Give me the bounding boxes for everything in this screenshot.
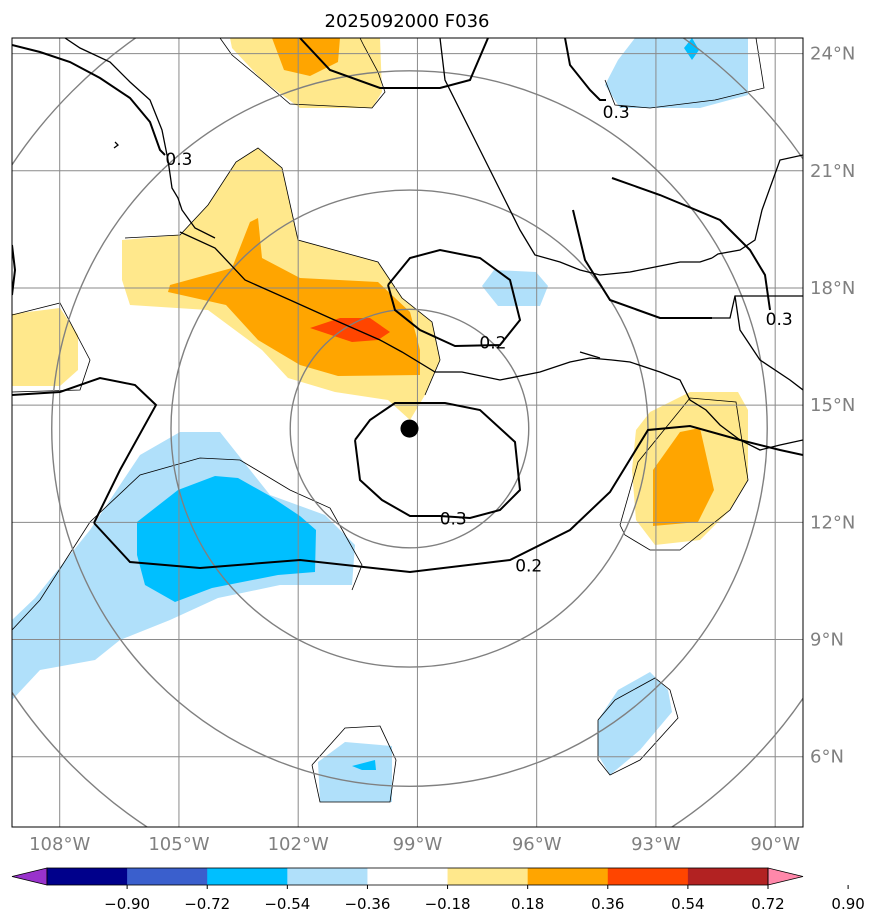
shade-positive-east-core: [653, 428, 714, 526]
colorbar-tick-label: −0.54: [264, 895, 310, 913]
contour-0.2-loop: [387, 248, 522, 348]
contour-0.3-storm: [354, 402, 522, 520]
range-ring: [51, 70, 768, 788]
latitude-tick-label: 21°N: [810, 161, 855, 182]
colorbar-extend-max: [767, 867, 804, 886]
contour-label: 0.3: [165, 150, 192, 170]
colorbar-tick-label: 0.36: [591, 895, 624, 913]
outline-central: [124, 147, 441, 396]
outline-southwest: [12, 457, 363, 631]
contour-0.3-gulf: [572, 209, 712, 319]
latitude-tick-label: 6°N: [810, 747, 844, 768]
colorbar-tick-label: −0.36: [344, 895, 390, 913]
outline-southeast: [597, 677, 679, 776]
colorbar-segment: [287, 868, 368, 885]
coast-isle: [113, 141, 119, 149]
shade-negative-southeast: [598, 672, 672, 775]
colorbar-segment: [527, 868, 609, 885]
longitude-tick-label: 105°W: [148, 834, 209, 855]
colorbar-segment: [127, 868, 208, 885]
contour-0.3-top: [299, 38, 489, 89]
longitude-tick-label: 93°W: [631, 834, 681, 855]
colorbar-frame: [46, 867, 769, 886]
contour-label: 0.2: [479, 334, 506, 354]
outline-east: [619, 397, 749, 551]
colorbar-tick-label: 0.72: [751, 895, 784, 913]
colorbar-tick-label: −0.72: [184, 895, 230, 913]
shade-negative-south-core: [352, 760, 376, 770]
contour-labels: 0.3 0.3 0.3 0.2 0.3 0.2: [165, 103, 792, 576]
colorbar-tick-label: 0.90: [831, 895, 864, 913]
shade-negative-south: [318, 742, 392, 802]
coastline-central-america: [611, 359, 803, 451]
outline-west: [12, 302, 91, 393]
map-frame: [11, 37, 804, 828]
shade-positive-top-core: [272, 38, 340, 76]
latitude-labels: 24°N 21°N 18°N 15°N 12°N 9°N 6°N: [810, 44, 855, 768]
colorbar-segment: [687, 868, 769, 885]
contour-0.2-west: [12, 376, 158, 524]
colorbar-tick-label: 0.18: [511, 895, 544, 913]
contour-0.2-south: [93, 424, 803, 574]
contour-label: 0.3: [766, 310, 793, 330]
contour-label: 0.3: [440, 509, 467, 529]
outline-south: [311, 725, 397, 803]
graticule: [12, 38, 803, 827]
contour-0.3-left-edge: [12, 244, 17, 296]
contour-0.3-east: [611, 177, 771, 311]
colorbar-segment: [207, 868, 288, 885]
colorbar-segment: [367, 868, 449, 885]
colorbar: [11, 867, 849, 889]
longitude-tick-label: 90°W: [750, 834, 800, 855]
colorbar-tick-label: −0.90: [104, 895, 150, 913]
outline-northeast: [604, 38, 765, 109]
figure-title: 2025092000 F036: [325, 11, 490, 32]
coastline-gulf-mexico: [439, 38, 713, 276]
shade-negative-southwest-core: [137, 476, 316, 602]
storm-center-marker: [400, 419, 419, 438]
longitude-tick-label: 108°W: [29, 834, 90, 855]
colorbar-tick-label: 0.54: [671, 895, 704, 913]
shade-negative-northeast-core: [684, 38, 699, 60]
range-ring: [289, 308, 530, 549]
latitude-tick-label: 18°N: [810, 278, 855, 299]
coastline-pacific-mexico: [179, 231, 613, 381]
contour-label: 0.2: [515, 556, 542, 576]
colorbar-extend-min: [11, 867, 48, 886]
longitude-tick-label: 99°W: [393, 834, 443, 855]
longitude-tick-label: 96°W: [512, 834, 562, 855]
coastline-yucatan: [711, 154, 803, 259]
contour-0.3-northeast: [564, 38, 606, 101]
colorbar-segment: [47, 868, 128, 885]
colorbar-labels: −0.90 −0.72 −0.54 −0.36 −0.18 0.18 0.36 0.54 0.7…: [104, 895, 865, 913]
coastlines: [64, 38, 803, 451]
contour-0.3-northwest: [12, 44, 166, 156]
contour-label: 0.3: [603, 103, 630, 123]
colorbar-segment: [447, 868, 529, 885]
latitude-tick-label: 9°N: [810, 630, 844, 651]
latitude-tick-label: 24°N: [810, 44, 855, 65]
longitude-tick-label: 102°W: [268, 834, 329, 855]
contour-lines: [12, 38, 803, 574]
coastline-baja: [64, 38, 216, 239]
shade-negative-northeast: [605, 38, 748, 108]
longitude-labels: 108°W 105°W 102°W 99°W 96°W 93°W 90°W: [29, 834, 800, 855]
colorbar-segment: [607, 868, 689, 885]
coast-island-east: [579, 351, 601, 359]
shade-outlines: [12, 38, 765, 803]
range-ring: [170, 189, 649, 668]
border-belize-honduras: [734, 295, 803, 391]
latitude-tick-label: 12°N: [810, 512, 855, 533]
latitude-tick-label: 15°N: [810, 395, 855, 416]
colorbar-tick-label: −0.18: [425, 895, 471, 913]
outline-top: [219, 38, 386, 109]
shade-positive-west: [12, 308, 78, 386]
